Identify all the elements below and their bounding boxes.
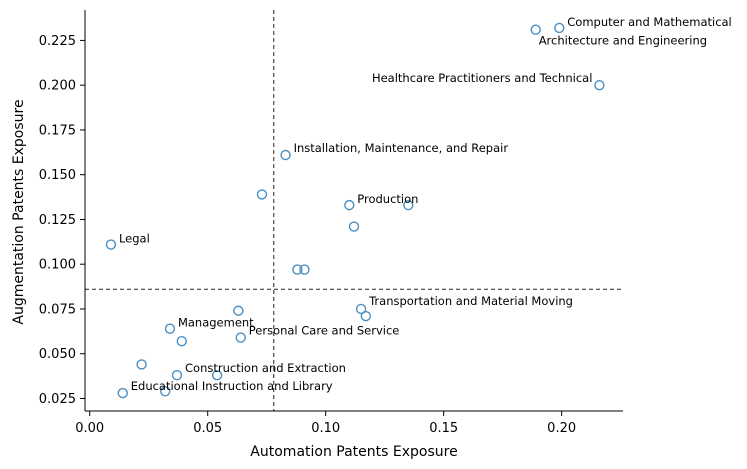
scatter-point xyxy=(105,239,117,250)
scatter-point xyxy=(292,264,303,275)
scatter-point xyxy=(117,387,128,399)
x-tick-label: 0.00 xyxy=(75,421,104,436)
scatter-point xyxy=(176,335,187,347)
y-tick-label: 0.150 xyxy=(39,168,76,183)
y-tick-label: 0.075 xyxy=(39,302,76,317)
scatter-point xyxy=(233,305,244,316)
y-tick-label: 0.200 xyxy=(39,79,76,94)
x-tick-label: 0.15 xyxy=(429,421,458,436)
scatter-point xyxy=(136,359,147,370)
y-axis-ticks: 0.025 0.050 0.075 0.100 0.125 0.150 0.175 0.200… xyxy=(39,34,85,407)
scatter-point xyxy=(355,303,367,315)
point-label: Educational Instruction and Library xyxy=(131,379,333,393)
x-axis-label: Automation Patents Exposure xyxy=(250,444,457,460)
point-label: Transportation and Material Moving xyxy=(368,294,573,308)
scatter-point xyxy=(280,149,291,161)
x-tick-label: 0.05 xyxy=(193,421,222,436)
scatter-point xyxy=(554,22,565,34)
scatter-point xyxy=(530,24,541,35)
scatter-point xyxy=(360,310,371,322)
y-tick-label: 0.225 xyxy=(39,34,76,49)
scatter-point xyxy=(256,189,268,200)
scatter-point xyxy=(344,199,355,211)
y-tick-label: 0.175 xyxy=(39,123,76,138)
scatter-point xyxy=(164,323,176,334)
reference-lines xyxy=(85,10,623,411)
point-label: Healthcare Practitioners and Technical xyxy=(372,71,592,85)
scatter-point xyxy=(348,221,360,232)
scatter-point xyxy=(171,369,183,381)
x-axis-ticks: 0.00 0.05 0.10 0.15 0.20 xyxy=(75,411,576,436)
y-tick-label: 0.050 xyxy=(39,347,76,362)
data-points xyxy=(105,22,605,399)
point-label: Construction and Extraction xyxy=(185,361,346,375)
scatter-point xyxy=(594,79,605,91)
scatter-point xyxy=(211,369,223,381)
point-label: Legal xyxy=(119,232,150,246)
point-label: Management xyxy=(178,316,254,330)
scatter-point xyxy=(403,199,414,211)
point-label: Computer and Mathematical xyxy=(567,15,731,29)
scatter-point xyxy=(160,386,171,397)
point-label: Architecture and Engineering xyxy=(539,34,707,48)
scatter-point xyxy=(299,264,310,275)
y-axis-label: Augmentation Patents Exposure xyxy=(11,99,27,324)
x-tick-label: 0.10 xyxy=(311,421,340,436)
scatter-point xyxy=(235,332,246,343)
y-tick-label: 0.100 xyxy=(39,258,76,273)
x-tick-label: 0.20 xyxy=(547,421,576,436)
point-label: Installation, Maintenance, and Repair xyxy=(294,141,509,155)
point-label: Production xyxy=(357,192,418,206)
y-tick-label: 0.125 xyxy=(39,213,76,228)
point-label: Personal Care and Service xyxy=(249,324,400,338)
axes xyxy=(84,10,623,412)
y-tick-label: 0.025 xyxy=(39,392,76,407)
point-labels: Computer and Mathematical Architecture an… xyxy=(119,15,732,393)
